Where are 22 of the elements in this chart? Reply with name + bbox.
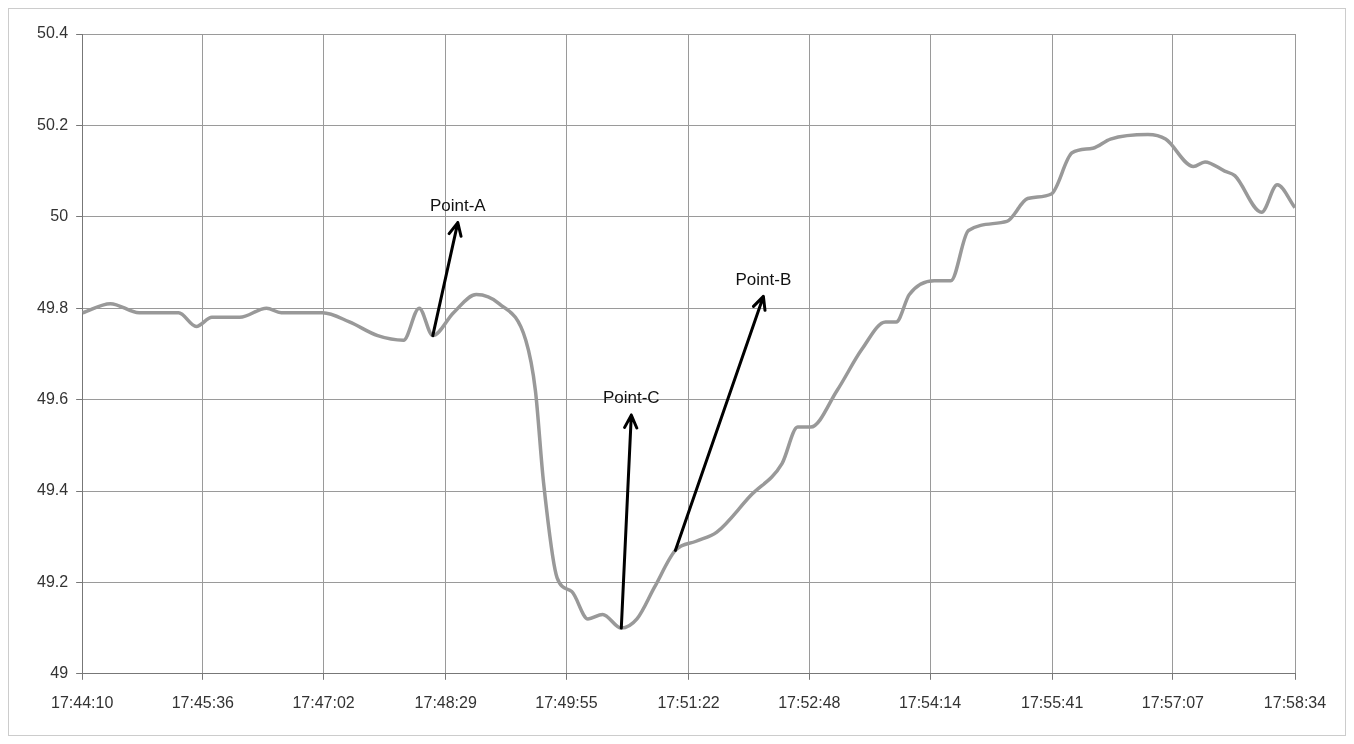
x-tick-label: 17:45:36	[171, 693, 235, 711]
y-tick-label: 49	[50, 664, 69, 682]
annotation: Point-B	[735, 269, 792, 289]
x-tick-label: 17:55:41	[1021, 693, 1084, 711]
x-tick-label: 17:44:10	[51, 693, 114, 711]
x-tick-label: 17:48:29	[414, 693, 477, 711]
x-tick-label: 17:47:02	[292, 693, 355, 711]
annotation: Point-C	[602, 388, 660, 408]
x-tick-label: 17:54:14	[898, 693, 962, 711]
y-tick-label: 49.6	[37, 390, 69, 408]
x-tick-label: 17:58:34	[1263, 693, 1327, 711]
annotation: Point-A	[429, 195, 487, 215]
x-tick-label: 17:51:22	[657, 693, 720, 711]
y-tick-label: 50	[50, 207, 69, 225]
x-tick-label: 17:52:48	[778, 693, 841, 711]
y-tick-label: 50.2	[37, 115, 69, 133]
y-tick-label: 49.8	[37, 298, 69, 316]
y-tick-label: 49.2	[37, 572, 69, 590]
y-tick-label: 50.4	[37, 24, 69, 42]
x-tick-label: 17:57:07	[1141, 693, 1205, 711]
y-tick-label: 49.4	[37, 481, 69, 499]
x-tick-label: 17:49:55	[535, 693, 598, 711]
